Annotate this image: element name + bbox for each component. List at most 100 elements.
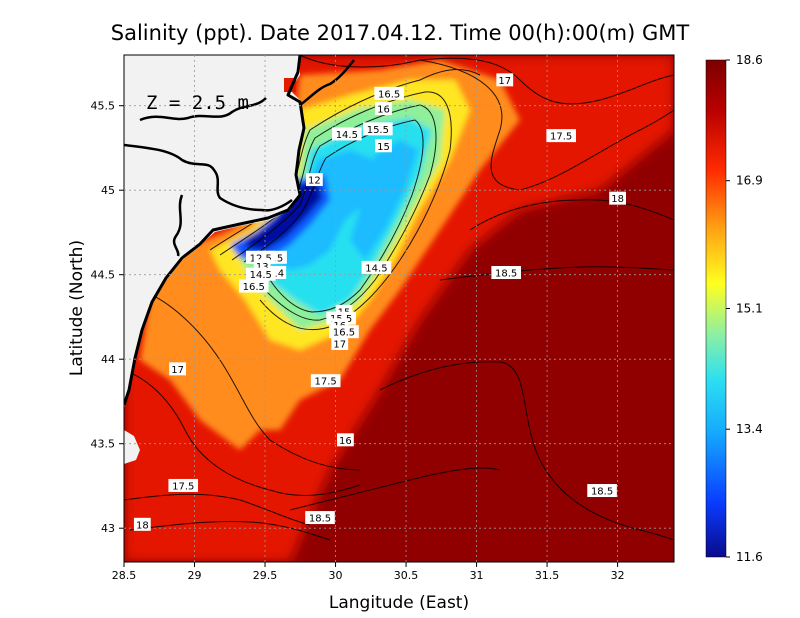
x-tick-label: 30: [329, 569, 343, 582]
contour-label-background: [169, 362, 186, 376]
contour-label-background: [361, 260, 392, 274]
contour-label-text: 16.5: [333, 328, 355, 339]
contour-label-text: 17: [171, 365, 184, 376]
salinity-field: [124, 55, 674, 562]
contour-label-text: 16.5: [243, 282, 265, 293]
contour-line: [124, 493, 311, 526]
contour-label-background: [491, 266, 521, 280]
contour-label: 17.5: [168, 478, 199, 492]
contour-label-text: 17.5: [172, 481, 194, 492]
contour-label-background: [332, 127, 362, 141]
contour-label-text: 15.5: [367, 125, 389, 136]
contour-label-text: 18: [136, 520, 149, 531]
y-tick-label: 43: [101, 522, 115, 535]
light-blue-core: [275, 150, 375, 270]
contour-label: 15.5: [363, 122, 393, 136]
land-mass: [124, 55, 355, 464]
contour-line: [289, 467, 501, 511]
contour-label-text: 16: [377, 105, 390, 116]
colorbar-tick-label: 13.4: [736, 422, 763, 436]
x-tick-label: 29.5: [253, 569, 278, 582]
coastline: [124, 55, 306, 406]
colorbar: 18.6 16.9 15.1 13.4 11.6: [705, 53, 763, 564]
contour-label: 16: [337, 433, 354, 447]
map-title: Salinity (ppt). Date 2017.04.12. Time 00…: [111, 21, 690, 45]
x-tick-label: 28.5: [112, 569, 137, 582]
land-northwest: [124, 55, 305, 410]
contour-label: 14.5: [361, 260, 392, 274]
coastline-northeast: [299, 59, 355, 107]
contour-label: 15: [375, 139, 392, 153]
contour-label: 18.5: [305, 511, 335, 525]
contour-label: 16.5: [374, 86, 404, 100]
contour-label-text: 13: [256, 262, 269, 273]
contour-label-text: 17.5: [550, 132, 572, 143]
contour-label-text: 17: [333, 339, 346, 350]
y-tick-label: 45: [101, 184, 115, 197]
coastline-inlet-3: [172, 194, 184, 257]
contour-label: 17: [496, 73, 514, 87]
orange-coastal-strip: [140, 300, 260, 450]
contour-label-background: [609, 191, 626, 205]
contour-label-background: [375, 139, 392, 153]
x-axis-ticks: 28.5 29 29.5 30 30.5 31 31.5 32: [112, 562, 625, 582]
depth-label: Z = 2.5 m: [146, 92, 249, 114]
contour-label: 16.5: [329, 325, 359, 339]
contour-label-text: 17.5: [315, 377, 337, 388]
colorbar-tick-label: 16.9: [736, 174, 763, 188]
x-tick-label: 29: [188, 569, 202, 582]
contour-label-text: 14.5: [336, 130, 358, 141]
contour-label-background: [546, 129, 576, 143]
contour-line: [469, 199, 674, 231]
y-axis-label: Latitude (North): [67, 240, 87, 376]
graticule: [124, 55, 674, 562]
contour-label: 16.5: [238, 279, 269, 293]
contour-line: [139, 289, 361, 471]
colorbar-tick-label: 11.6: [736, 550, 763, 564]
contour-label: 16: [375, 102, 392, 116]
contour-labels: 1716.51615.514.51517.5121813.512.5131414…: [133, 73, 626, 531]
y-axis-ticks: 43 43.5 44 44.5 45 45.5: [91, 100, 124, 535]
contour-label: 14.5: [332, 127, 362, 141]
contour-label-background: [496, 73, 514, 87]
contour-label-background: [587, 484, 617, 498]
contour-label: 18: [609, 191, 626, 205]
light-blue-core-2: [350, 140, 418, 260]
contour-label: 12: [305, 173, 323, 187]
x-tick-label: 31: [470, 569, 484, 582]
contour-label-background: [133, 517, 151, 531]
contour-label-text: 14: [271, 269, 284, 280]
contour-label-background: [375, 102, 392, 116]
contour-label-background: [331, 336, 349, 350]
contour-label-text: 16.5: [378, 89, 400, 100]
contour-label-text: 18.5: [495, 269, 517, 280]
colorbar-tick-label: 18.6: [736, 53, 763, 67]
contour-label-text: 18: [611, 194, 624, 205]
contour-label-text: 14.5: [365, 263, 387, 274]
land-southwest: [124, 430, 140, 464]
contour-label: 14.5: [245, 267, 276, 281]
y-tick-label: 44: [101, 353, 115, 366]
y-tick-label: 44.5: [91, 269, 116, 282]
contour-label: 17.5: [546, 129, 576, 143]
contour-line: [299, 55, 674, 105]
contour-label: 17.5: [310, 374, 341, 388]
contour-line: [379, 361, 674, 541]
x-axis-label: Langitude (East): [329, 593, 469, 613]
contour-label-text: 12: [308, 176, 321, 187]
y-tick-label: 45.5: [91, 100, 116, 113]
contour-label-background: [374, 86, 404, 100]
colorbar-tick-label: 15.1: [736, 302, 763, 316]
contour-label-text: 14.5: [250, 270, 272, 281]
contour-label-background: [329, 325, 359, 339]
contour-label-background: [238, 279, 269, 293]
contour-label: 18.5: [587, 484, 617, 498]
contour-label-background: [305, 173, 323, 187]
contour-label-background: [337, 433, 354, 447]
contour-label: 17: [331, 336, 349, 350]
contour-label-background: [245, 267, 276, 281]
contour-label-text: 18.5: [309, 514, 331, 525]
x-tick-label: 32: [611, 569, 625, 582]
contour-label-background: [363, 122, 393, 136]
